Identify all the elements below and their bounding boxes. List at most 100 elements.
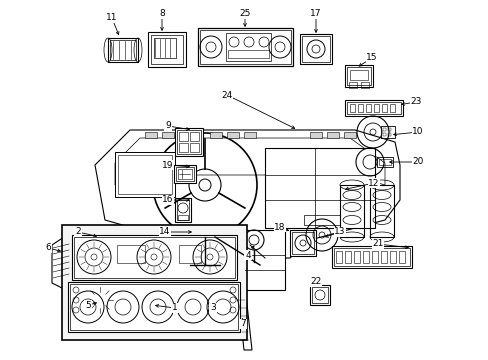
Bar bbox=[179, 132, 187, 141]
Bar bbox=[145, 132, 157, 138]
Bar bbox=[204, 306, 215, 312]
Bar bbox=[333, 248, 409, 266]
Bar bbox=[304, 215, 339, 225]
Bar bbox=[381, 104, 386, 112]
Bar bbox=[225, 33, 270, 61]
Bar bbox=[176, 167, 194, 181]
Bar bbox=[299, 34, 331, 64]
Circle shape bbox=[98, 298, 102, 302]
Bar bbox=[346, 67, 370, 85]
Bar bbox=[175, 128, 203, 156]
Text: 9: 9 bbox=[165, 122, 170, 130]
Text: 13: 13 bbox=[334, 228, 345, 237]
Text: 25: 25 bbox=[239, 9, 250, 18]
Text: 23: 23 bbox=[409, 98, 421, 107]
Bar bbox=[291, 232, 313, 254]
Text: 12: 12 bbox=[367, 179, 379, 188]
Bar bbox=[178, 232, 192, 244]
Text: 16: 16 bbox=[162, 195, 173, 204]
Bar bbox=[389, 104, 394, 112]
Bar bbox=[345, 100, 402, 116]
Bar bbox=[309, 285, 329, 305]
Bar bbox=[353, 251, 359, 263]
Bar bbox=[108, 38, 138, 62]
Bar bbox=[178, 169, 192, 179]
Bar bbox=[179, 143, 187, 152]
Bar bbox=[387, 133, 390, 136]
Bar bbox=[357, 104, 362, 112]
Bar bbox=[179, 132, 191, 138]
Bar bbox=[309, 132, 321, 138]
Bar bbox=[311, 287, 327, 303]
Text: 18: 18 bbox=[274, 222, 285, 231]
Text: 4: 4 bbox=[244, 251, 250, 260]
Text: 6: 6 bbox=[45, 243, 51, 252]
Bar bbox=[190, 132, 199, 141]
Text: 7: 7 bbox=[240, 320, 245, 328]
Bar bbox=[244, 132, 256, 138]
Bar bbox=[365, 104, 370, 112]
Circle shape bbox=[199, 179, 210, 191]
Bar bbox=[178, 215, 187, 220]
Text: 17: 17 bbox=[309, 9, 321, 18]
Text: 22: 22 bbox=[310, 278, 321, 287]
Bar bbox=[371, 251, 377, 263]
Bar bbox=[382, 128, 385, 131]
Bar bbox=[209, 132, 222, 138]
Bar bbox=[198, 28, 292, 66]
Bar bbox=[348, 82, 356, 88]
Bar bbox=[117, 245, 145, 263]
Text: 24: 24 bbox=[221, 90, 232, 99]
Bar bbox=[118, 155, 172, 194]
Bar bbox=[110, 40, 136, 60]
Bar bbox=[74, 237, 235, 278]
Bar bbox=[380, 126, 394, 138]
Bar bbox=[380, 251, 386, 263]
Text: 10: 10 bbox=[411, 127, 423, 136]
Text: 1: 1 bbox=[172, 303, 178, 312]
Bar bbox=[378, 159, 390, 165]
Bar bbox=[302, 36, 329, 62]
Bar bbox=[349, 104, 354, 112]
Text: 2: 2 bbox=[75, 228, 81, 237]
Bar bbox=[345, 65, 372, 87]
Text: 20: 20 bbox=[411, 158, 423, 166]
Bar bbox=[68, 282, 240, 332]
Bar bbox=[148, 32, 185, 67]
Text: 11: 11 bbox=[106, 13, 118, 22]
Bar bbox=[376, 157, 392, 167]
Bar bbox=[398, 251, 404, 263]
Bar bbox=[154, 38, 176, 58]
Polygon shape bbox=[95, 130, 399, 258]
Bar bbox=[346, 102, 400, 114]
Bar bbox=[389, 251, 395, 263]
Bar bbox=[62, 225, 246, 340]
Text: 8: 8 bbox=[159, 9, 164, 18]
Bar bbox=[345, 251, 350, 263]
Bar bbox=[373, 104, 378, 112]
Bar bbox=[387, 128, 390, 131]
Bar bbox=[289, 230, 315, 256]
Bar bbox=[175, 198, 191, 222]
Bar bbox=[163, 233, 176, 243]
Bar bbox=[179, 245, 201, 263]
Bar bbox=[177, 130, 201, 154]
Bar bbox=[244, 230, 285, 290]
Bar bbox=[70, 284, 238, 330]
Text: 21: 21 bbox=[371, 239, 383, 248]
Text: 19: 19 bbox=[162, 161, 173, 170]
Bar bbox=[226, 132, 239, 138]
Bar bbox=[151, 35, 183, 64]
Bar bbox=[360, 82, 368, 88]
Bar bbox=[227, 50, 268, 58]
Bar bbox=[200, 30, 290, 64]
Bar bbox=[177, 200, 189, 220]
Text: 3: 3 bbox=[210, 303, 215, 312]
Bar bbox=[72, 235, 237, 280]
Bar bbox=[190, 143, 199, 152]
Bar bbox=[174, 165, 196, 183]
Bar bbox=[382, 133, 385, 136]
Bar bbox=[369, 185, 393, 237]
Text: 5: 5 bbox=[85, 301, 91, 310]
Bar bbox=[331, 246, 411, 268]
